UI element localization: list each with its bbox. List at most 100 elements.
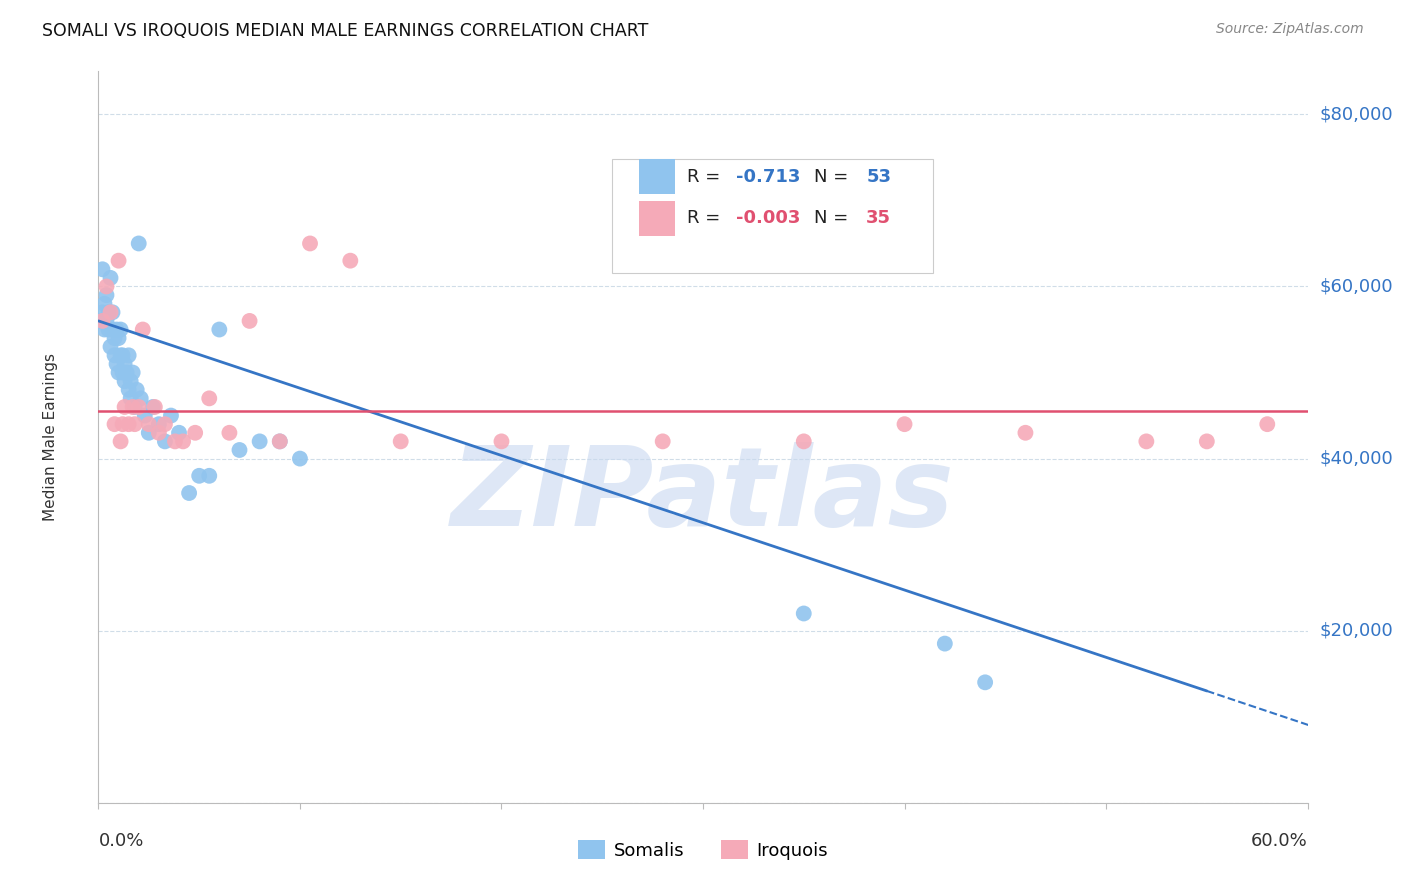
Point <box>111 366 134 380</box>
Text: -0.003: -0.003 <box>735 210 800 227</box>
Point <box>218 425 240 440</box>
Point <box>101 305 124 319</box>
Point <box>110 434 132 449</box>
Point <box>115 366 138 380</box>
Text: $20,000: $20,000 <box>1320 622 1393 640</box>
Point <box>107 253 129 268</box>
Point <box>153 434 176 449</box>
Text: N =: N = <box>814 210 855 227</box>
Text: $60,000: $60,000 <box>1320 277 1393 295</box>
Point <box>974 675 997 690</box>
Point <box>148 417 170 432</box>
Point <box>114 357 136 371</box>
Point <box>389 434 412 449</box>
Point <box>339 253 361 268</box>
Point <box>167 425 190 440</box>
Point <box>120 392 142 406</box>
Point <box>239 314 262 328</box>
Point <box>114 374 136 388</box>
Point <box>107 331 129 345</box>
Text: 60.0%: 60.0% <box>1251 832 1308 850</box>
Text: N =: N = <box>814 168 855 186</box>
Text: Median Male Earnings: Median Male Earnings <box>42 353 58 521</box>
Point <box>198 392 221 406</box>
Text: 0.0%: 0.0% <box>98 832 143 850</box>
Point <box>269 434 291 449</box>
Point <box>101 322 124 336</box>
Point <box>105 322 128 336</box>
Point <box>138 425 160 440</box>
Point <box>120 374 142 388</box>
FancyBboxPatch shape <box>638 159 675 194</box>
Point <box>118 417 141 432</box>
Point <box>269 434 291 449</box>
Point <box>793 607 815 621</box>
Point <box>93 296 115 310</box>
Point <box>91 262 114 277</box>
Point <box>132 322 155 336</box>
Point <box>124 417 146 432</box>
Point <box>491 434 513 449</box>
Point <box>103 331 125 345</box>
Point <box>153 417 176 432</box>
Point <box>96 314 118 328</box>
Point <box>163 434 186 449</box>
Text: $80,000: $80,000 <box>1320 105 1393 123</box>
Point <box>124 400 146 414</box>
Legend: Somalis, Iroquois: Somalis, Iroquois <box>571 833 835 867</box>
FancyBboxPatch shape <box>612 159 932 273</box>
FancyBboxPatch shape <box>638 201 675 235</box>
Point <box>142 400 165 414</box>
Point <box>97 322 120 336</box>
Point <box>198 468 221 483</box>
Text: $40,000: $40,000 <box>1320 450 1393 467</box>
Point <box>100 271 122 285</box>
Point <box>96 279 118 293</box>
Point <box>110 322 132 336</box>
Point <box>184 425 207 440</box>
Point <box>228 442 250 457</box>
Point <box>188 468 211 483</box>
Point <box>128 400 150 414</box>
Point <box>97 305 120 319</box>
Point <box>1014 425 1036 440</box>
Point <box>121 366 143 380</box>
Point <box>128 236 150 251</box>
Point <box>96 288 118 302</box>
Point <box>1195 434 1218 449</box>
Point <box>125 383 148 397</box>
Point <box>129 392 152 406</box>
Point <box>89 314 111 328</box>
Point <box>121 400 143 414</box>
Point <box>91 305 114 319</box>
Point <box>107 366 129 380</box>
Point <box>288 451 311 466</box>
Point <box>299 236 322 251</box>
Point <box>100 340 122 354</box>
Point <box>143 400 166 414</box>
Point <box>93 322 115 336</box>
Text: ZIPatlas: ZIPatlas <box>451 442 955 549</box>
Point <box>208 322 231 336</box>
Point <box>138 417 160 432</box>
Point <box>103 348 125 362</box>
Text: 53: 53 <box>866 168 891 186</box>
Text: 35: 35 <box>866 210 891 227</box>
Point <box>103 417 125 432</box>
Point <box>651 434 673 449</box>
Point <box>1135 434 1157 449</box>
Point <box>114 400 136 414</box>
Text: R =: R = <box>688 210 727 227</box>
Point <box>793 434 815 449</box>
Point <box>118 383 141 397</box>
Point <box>172 434 194 449</box>
Point <box>148 425 170 440</box>
Point <box>91 314 114 328</box>
Point <box>110 348 132 362</box>
Point <box>134 409 156 423</box>
Point <box>111 417 134 432</box>
Point <box>249 434 271 449</box>
Text: SOMALI VS IROQUOIS MEDIAN MALE EARNINGS CORRELATION CHART: SOMALI VS IROQUOIS MEDIAN MALE EARNINGS … <box>42 22 648 40</box>
Point <box>893 417 915 432</box>
Point <box>100 305 122 319</box>
